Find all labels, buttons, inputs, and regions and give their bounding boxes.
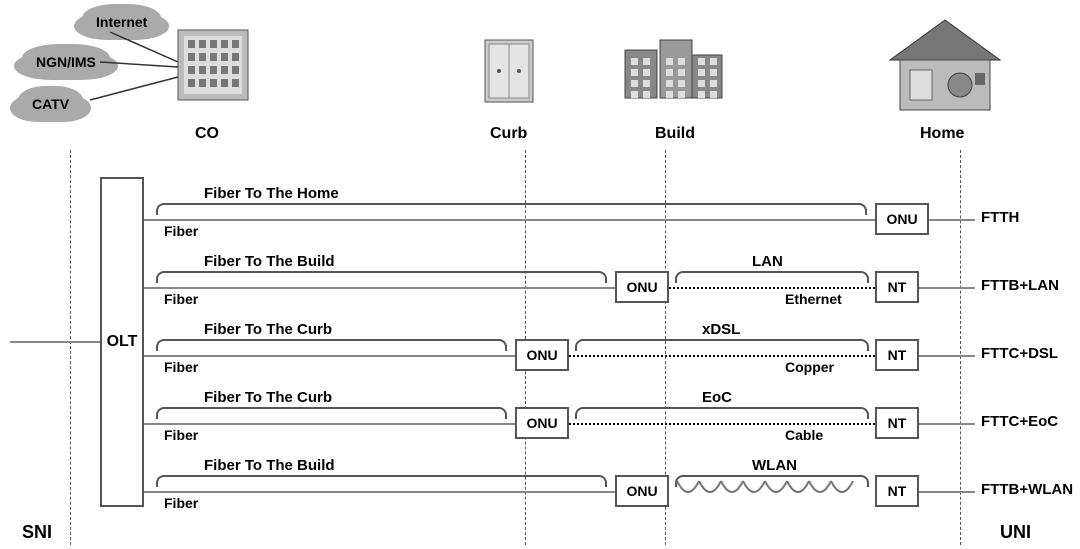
cloud-catv: CATV <box>18 90 83 118</box>
onu-box-2: ONU <box>515 339 569 371</box>
fiber-label-2: Fiber <box>164 359 198 375</box>
label-curb: Curb <box>490 125 527 143</box>
onu-box-3: ONU <box>515 407 569 439</box>
nt-out-3 <box>919 423 975 425</box>
upper-label-3: EoC <box>702 389 732 406</box>
fiber-label-1: Fiber <box>164 291 198 307</box>
dotted-line-3 <box>569 423 875 425</box>
nt-box-2: NT <box>875 339 919 371</box>
lower-label-1: Ethernet <box>785 291 842 307</box>
vline-0 <box>70 150 71 545</box>
brace-fiber-3 <box>156 407 507 419</box>
scheme-right-0: FTTH <box>981 209 1019 226</box>
lower-label-3: Cable <box>785 427 823 443</box>
scheme-title-0: Fiber To The Home <box>204 185 339 202</box>
onu-box-1: ONU <box>615 271 669 303</box>
wlan-waves-4 <box>677 479 871 503</box>
build-icon <box>620 20 730 120</box>
onu-box-0: ONU <box>875 203 929 235</box>
nt-box-4: NT <box>875 475 919 507</box>
fiber-line-3 <box>144 423 515 425</box>
fiber-line-1 <box>144 287 615 289</box>
onu-box-4: ONU <box>615 475 669 507</box>
brace-fiber-0 <box>156 203 867 215</box>
cloud-internet: Internet <box>82 8 161 36</box>
nt-box-1: NT <box>875 271 919 303</box>
upper-label-4: WLAN <box>752 457 797 474</box>
vline-3 <box>960 150 961 545</box>
scheme-right-2: FTTC+DSL <box>981 345 1058 362</box>
brace-fiber-1 <box>156 271 607 283</box>
fiber-label-0: Fiber <box>164 223 198 239</box>
curb-icon <box>475 35 545 115</box>
scheme-title-4: Fiber To The Build <box>204 457 335 474</box>
fiber-label-4: Fiber <box>164 495 198 511</box>
home-icon <box>880 15 1010 120</box>
upper-label-1: LAN <box>752 253 783 270</box>
scheme-right-4: FTTB+WLAN <box>981 481 1073 498</box>
label-home: Home <box>920 125 964 143</box>
onu-out-0 <box>929 219 975 221</box>
fiber-line-4 <box>144 491 615 493</box>
brace-fiber-4 <box>156 475 607 487</box>
dotted-line-2 <box>569 355 875 357</box>
sni-line <box>10 341 100 343</box>
brace-fiber-2 <box>156 339 507 351</box>
upper-label-2: xDSL <box>702 321 740 338</box>
fiber-label-3: Fiber <box>164 427 198 443</box>
lower-label-2: Copper <box>785 359 834 375</box>
scheme-title-3: Fiber To The Curb <box>204 389 332 406</box>
scheme-title-2: Fiber To The Curb <box>204 321 332 338</box>
scheme-right-3: FTTC+EoC <box>981 413 1058 430</box>
brace-right-2 <box>575 339 869 351</box>
brace-right-1 <box>675 271 869 283</box>
label-build: Build <box>655 125 695 143</box>
co-icon <box>170 22 260 122</box>
nt-out-4 <box>919 491 975 493</box>
label-co: CO <box>195 125 219 143</box>
scheme-title-1: Fiber To The Build <box>204 253 335 270</box>
cloud-ngn: NGN/IMS <box>22 48 110 76</box>
nt-box-3: NT <box>875 407 919 439</box>
fiber-line-2 <box>144 355 515 357</box>
label-uni: UNI <box>1000 522 1031 543</box>
scheme-right-1: FTTB+LAN <box>981 277 1059 294</box>
brace-right-3 <box>575 407 869 419</box>
nt-out-1 <box>919 287 975 289</box>
label-sni: SNI <box>22 522 52 543</box>
nt-out-2 <box>919 355 975 357</box>
olt-box: OLT <box>100 177 144 507</box>
fiber-line-0 <box>144 219 875 221</box>
dotted-line-1 <box>669 287 875 289</box>
